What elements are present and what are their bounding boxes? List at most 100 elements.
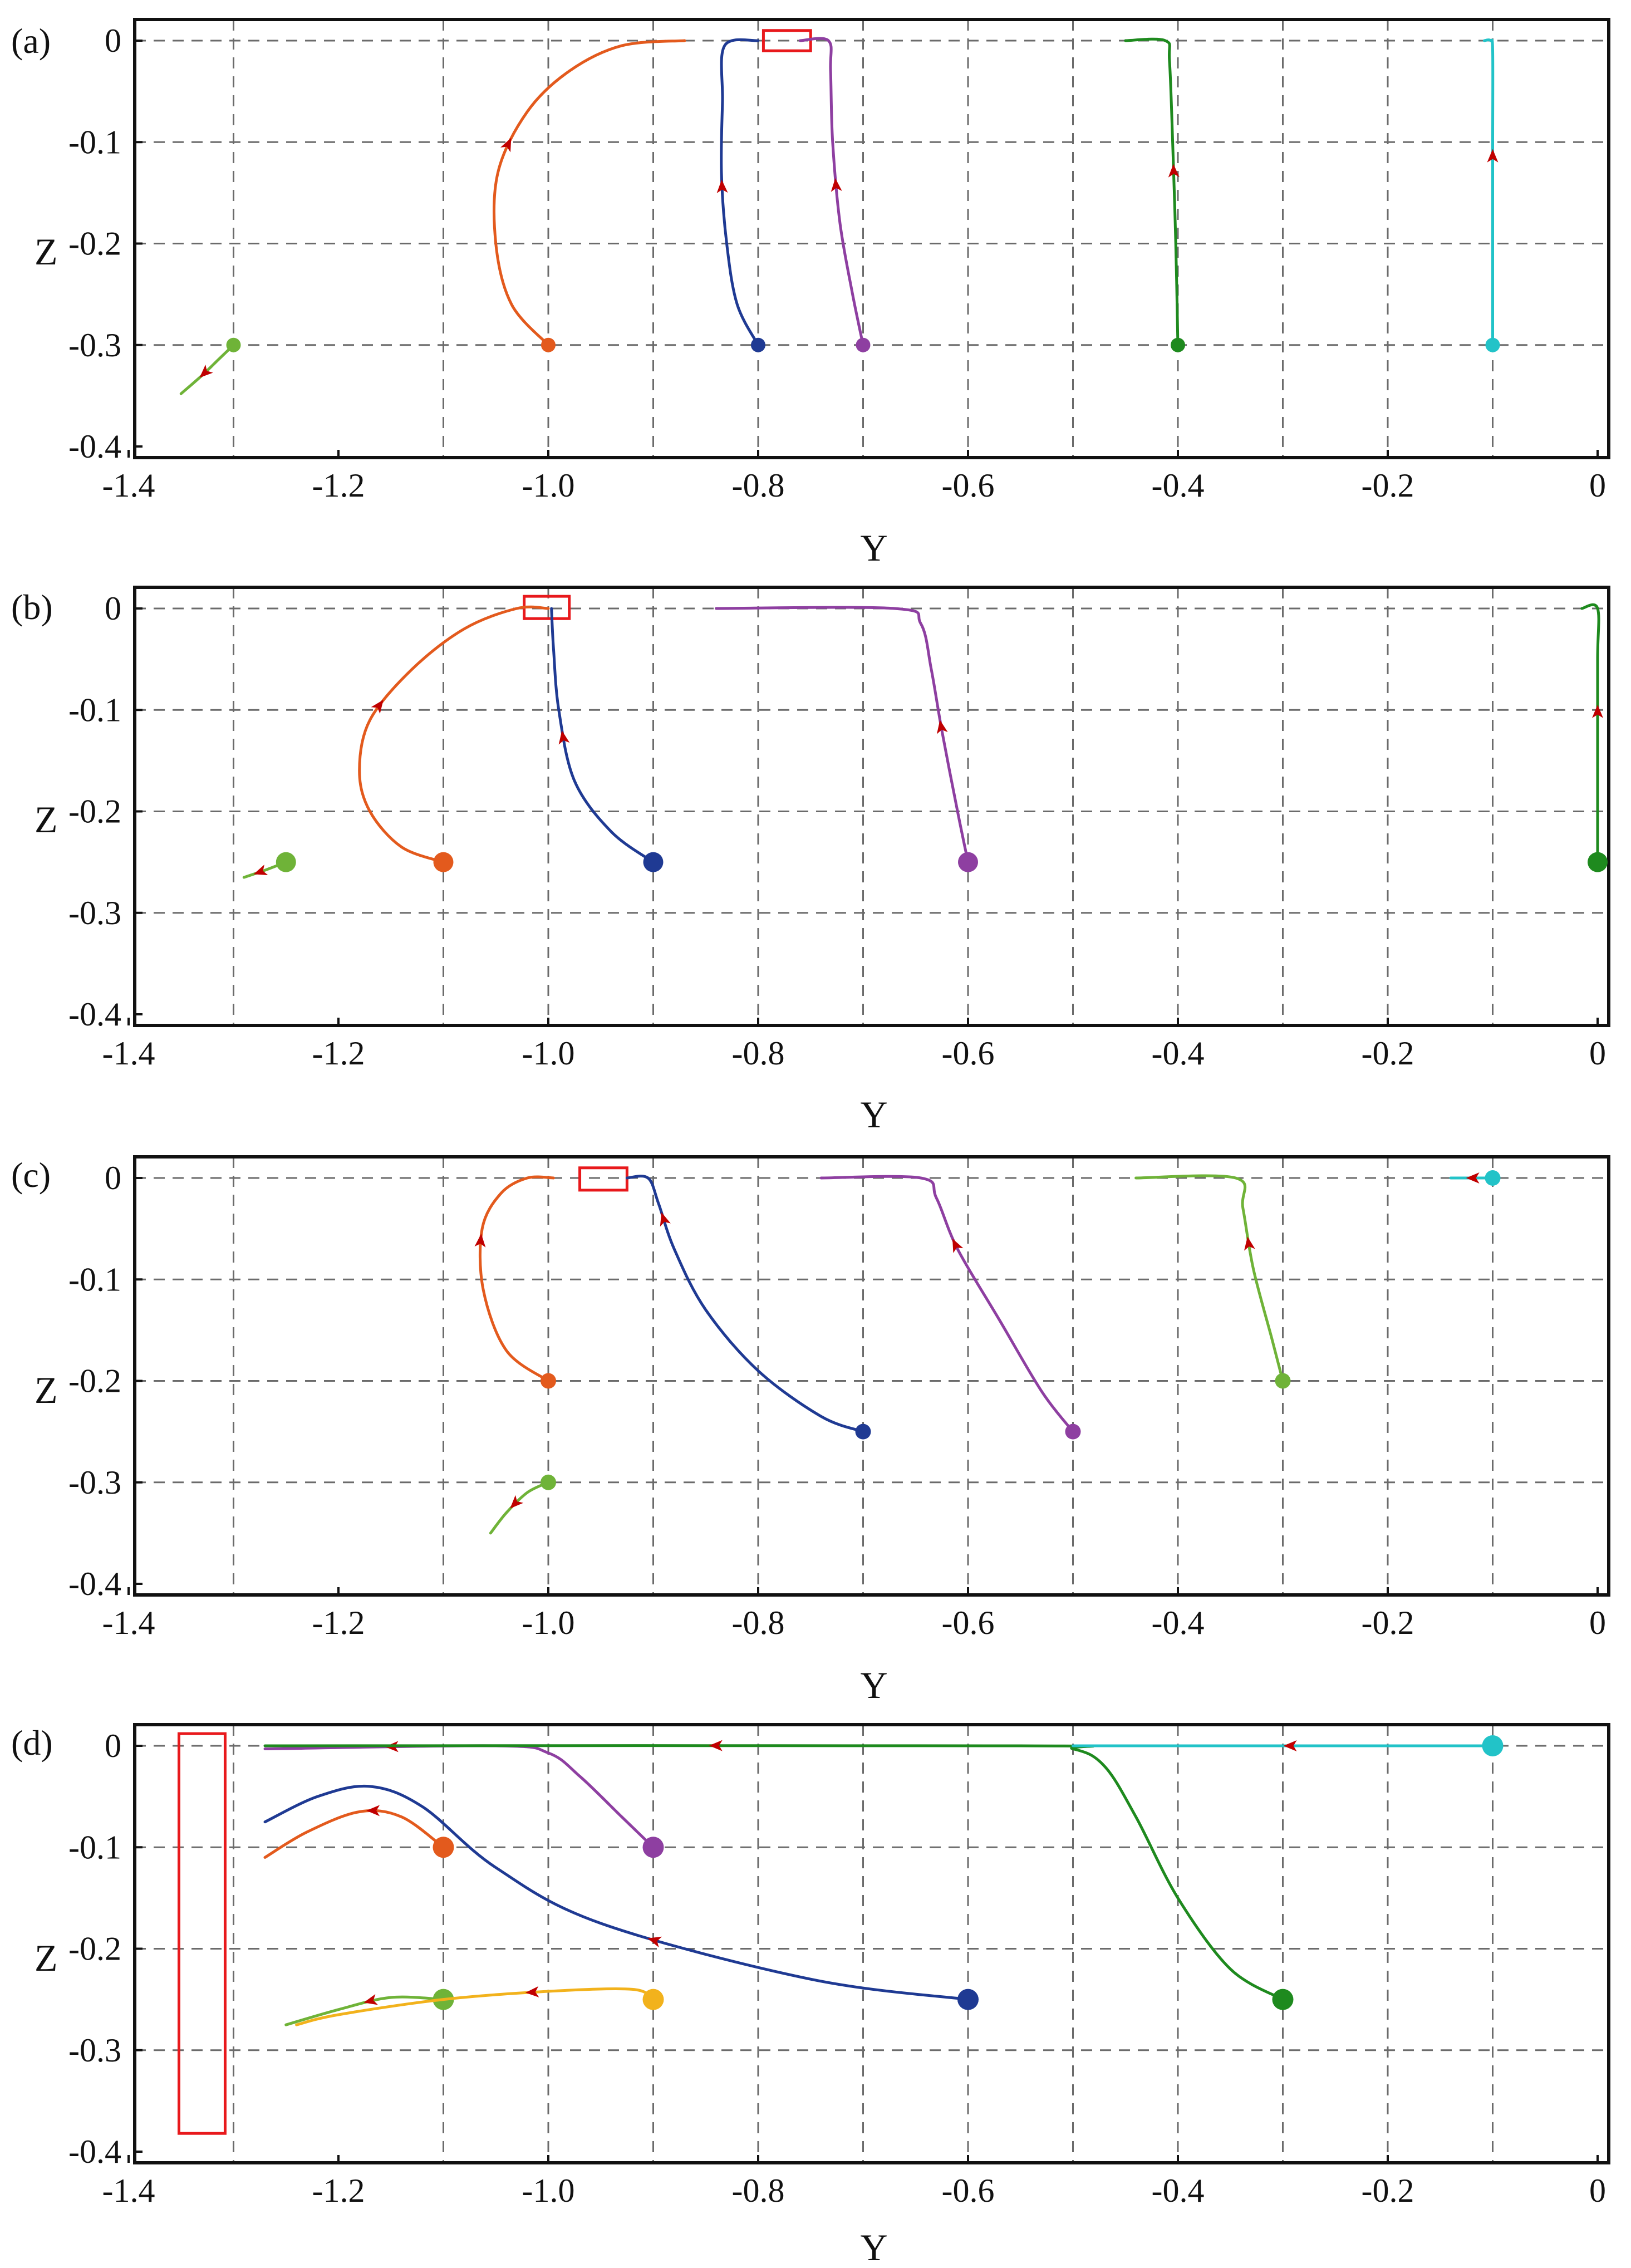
direction-arrow bbox=[371, 699, 384, 714]
panel-label-c: (c) bbox=[11, 1155, 51, 1195]
target-region bbox=[578, 1166, 628, 1192]
y-tick-label: 0 bbox=[105, 590, 121, 627]
x-tick-label: -1.2 bbox=[312, 2172, 365, 2209]
start-point-marker bbox=[1482, 1735, 1504, 1756]
plot-frame bbox=[133, 1723, 1610, 2164]
y-tick-label: -0.2 bbox=[68, 225, 121, 262]
direction-arrow bbox=[716, 179, 728, 194]
y-tick-label: 0 bbox=[105, 1727, 121, 1764]
ylabel-a: Z bbox=[35, 230, 58, 273]
direction-arrow bbox=[253, 865, 268, 875]
trajectory-line bbox=[263, 1784, 970, 2001]
start-point-marker bbox=[643, 852, 664, 872]
start-point-marker bbox=[642, 1837, 664, 1858]
x-tick-label: -0.8 bbox=[732, 2172, 785, 2209]
trajectory-line bbox=[1482, 38, 1495, 347]
xlabel-a: Y bbox=[860, 527, 887, 569]
x-tick-label: -0.2 bbox=[1362, 1035, 1414, 1072]
y-tick-label: -0.1 bbox=[68, 1829, 121, 1866]
x-tick-label: -0.4 bbox=[1152, 1035, 1205, 1072]
trajectory-line bbox=[358, 605, 550, 864]
direction-arrow bbox=[1283, 1740, 1297, 1751]
direction-arrow bbox=[831, 178, 842, 192]
x-tick-label: -0.2 bbox=[1362, 1604, 1414, 1641]
panel-d: (d) Z Y -1.4 -1.2 -1.0 -0.8 -0.6 -0.4 -0.2 0 0 -0… bbox=[11, 1723, 1610, 2268]
trajectory-line bbox=[625, 1175, 864, 1434]
direction-arrow bbox=[647, 1936, 662, 1947]
y-tick-label: -0.2 bbox=[68, 1931, 121, 1967]
start-point-marker bbox=[642, 1989, 664, 2010]
plot-frame bbox=[133, 586, 1610, 1027]
start-point-marker bbox=[855, 1423, 871, 1440]
direction-arrow bbox=[199, 364, 213, 378]
y-tick-label: 0 bbox=[105, 22, 121, 59]
x-tick-label: -0.6 bbox=[942, 467, 995, 504]
direction-arrow bbox=[363, 1994, 378, 2005]
y-tick-label: -0.4 bbox=[68, 428, 121, 465]
x-tick-label: -0.6 bbox=[942, 2172, 995, 2209]
plot-area-d: -1.4 -1.2 -1.0 -0.8 -0.6 -0.4 -0.2 0 0 -0.1 -0.2 -0… bbox=[68, 1723, 1610, 2209]
xlabel-b: Y bbox=[860, 1093, 887, 1136]
trajectory-line bbox=[1134, 1174, 1284, 1382]
start-point-marker bbox=[433, 852, 454, 872]
panel-label-d: (d) bbox=[11, 1723, 53, 1763]
start-point-marker bbox=[1065, 1423, 1081, 1440]
trajectory-line bbox=[493, 39, 686, 347]
x-tick-label: -1.0 bbox=[522, 467, 575, 504]
start-point-marker bbox=[433, 1837, 454, 1858]
start-point-marker bbox=[1485, 1170, 1501, 1186]
start-point-marker bbox=[856, 337, 871, 352]
x-tick-label: 0 bbox=[1589, 1035, 1606, 1072]
direction-arrow bbox=[558, 730, 570, 745]
trajectory-line bbox=[715, 606, 970, 864]
trajectory-line bbox=[489, 1481, 550, 1535]
y-tick-label: -0.1 bbox=[68, 124, 121, 160]
trajectory-line bbox=[263, 1744, 655, 1849]
trajectory-line bbox=[819, 1175, 1074, 1434]
x-tick-label: -0.4 bbox=[1152, 2172, 1205, 2209]
y-tick-label: -0.2 bbox=[68, 793, 121, 830]
start-point-marker bbox=[1171, 337, 1185, 352]
start-point-marker bbox=[226, 337, 241, 352]
y-tick-label: -0.3 bbox=[68, 895, 121, 931]
y-tick-label: -0.3 bbox=[68, 1464, 121, 1501]
x-tick-label: 0 bbox=[1589, 467, 1606, 504]
direction-arrow bbox=[474, 1234, 486, 1248]
x-tick-label: -1.0 bbox=[522, 2172, 575, 2209]
y-tick-label: -0.2 bbox=[68, 1363, 121, 1400]
y-tick-label: -0.3 bbox=[68, 327, 121, 364]
y-tick-label: 0 bbox=[105, 1160, 121, 1196]
direction-arrow bbox=[1466, 1172, 1480, 1184]
trajectory-line bbox=[550, 607, 655, 864]
x-tick-label: -1.4 bbox=[102, 2172, 155, 2209]
start-point-marker bbox=[751, 337, 765, 352]
direction-arrow bbox=[500, 138, 512, 153]
ylabel-d: Z bbox=[35, 1937, 58, 1979]
xlabel-d: Y bbox=[860, 2226, 887, 2268]
x-tick-label: -0.4 bbox=[1152, 1604, 1205, 1641]
direction-arrow bbox=[709, 1740, 723, 1751]
panel-label-a: (a) bbox=[11, 21, 51, 61]
start-point-marker bbox=[541, 1474, 556, 1490]
y-tick-label: -0.4 bbox=[68, 2133, 121, 2170]
target-region bbox=[762, 29, 812, 52]
direction-arrow bbox=[525, 1986, 539, 1997]
panel-a: (a) Z Y -1.4 -1.2 -1.0 -0.8 -0.6 -0.4 -0.2 0 0 -0… bbox=[11, 18, 1610, 569]
x-tick-label: -0.4 bbox=[1152, 467, 1205, 504]
trajectory-line bbox=[263, 1809, 445, 1859]
start-point-marker bbox=[541, 1373, 556, 1389]
plot-frame bbox=[133, 1155, 1610, 1597]
x-tick-label: -1.4 bbox=[102, 467, 155, 504]
plot-area-b: -1.4 -1.2 -1.0 -0.8 -0.6 -0.4 -0.2 0 0 -0.1 -0.2 -0… bbox=[68, 586, 1610, 1072]
start-point-marker bbox=[541, 337, 556, 352]
trajectory-line bbox=[1580, 603, 1600, 864]
start-point-marker bbox=[1275, 1373, 1291, 1389]
x-tick-label: -1.0 bbox=[522, 1604, 575, 1641]
direction-arrow bbox=[1244, 1236, 1255, 1251]
x-tick-label: -1.0 bbox=[522, 1035, 575, 1072]
xlabel-c: Y bbox=[860, 1664, 887, 1706]
ylabel-b: Z bbox=[35, 798, 58, 841]
start-point-marker bbox=[1272, 1989, 1294, 2010]
trajectory-line bbox=[263, 1744, 1284, 2001]
